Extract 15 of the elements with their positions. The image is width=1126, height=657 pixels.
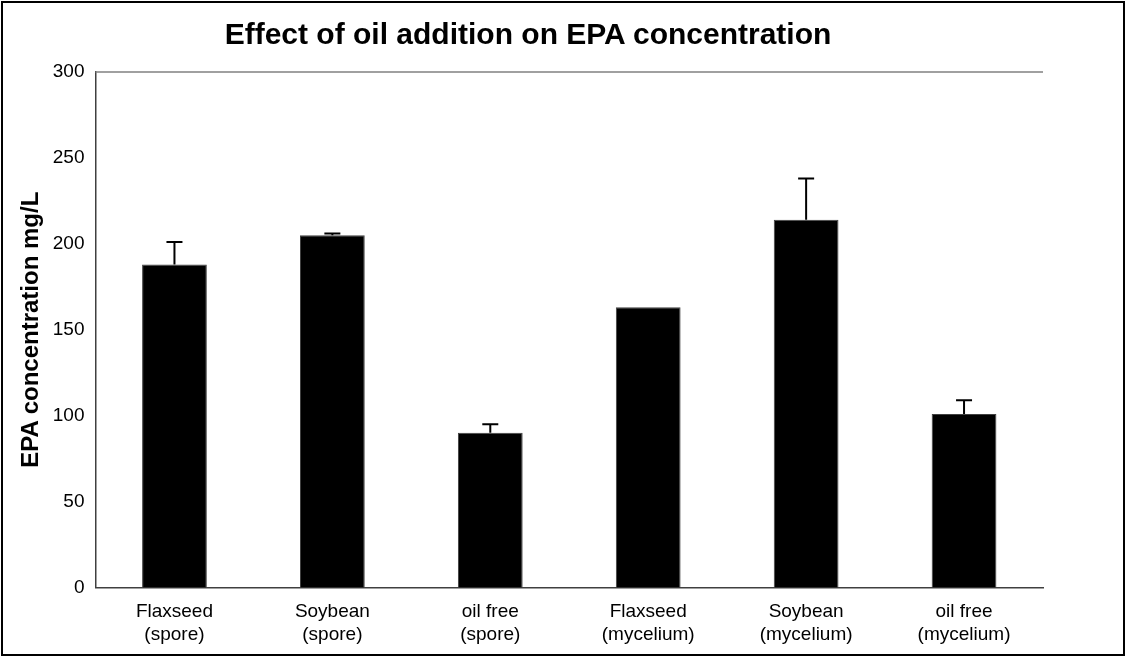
y-tick-label: 250 — [52, 146, 85, 168]
x-tick-label: Soybean (spore) — [294, 600, 370, 644]
y-tick-label: 200 — [52, 232, 85, 254]
y-tick-label: 100 — [52, 403, 85, 425]
y-tick-label: 0 — [73, 575, 85, 597]
y-tick-label: 150 — [52, 317, 85, 339]
x-tick-label: oil free (spore) — [460, 600, 521, 644]
x-tick-label: oil free (mycelium) — [917, 600, 1011, 644]
x-tick-label: Flaxseed (spore) — [135, 600, 214, 644]
y-tick-label: 50 — [63, 489, 85, 511]
x-tick-label: Soybean (mycelium) — [759, 600, 853, 644]
y-tick-label: 300 — [52, 60, 85, 82]
y-axis-title: EPA concentration mg/L — [16, 191, 44, 468]
x-tick-label: Flaxseed (mycelium) — [601, 600, 695, 644]
chart-title: Effect of oil addition on EPA concentration — [224, 17, 832, 51]
